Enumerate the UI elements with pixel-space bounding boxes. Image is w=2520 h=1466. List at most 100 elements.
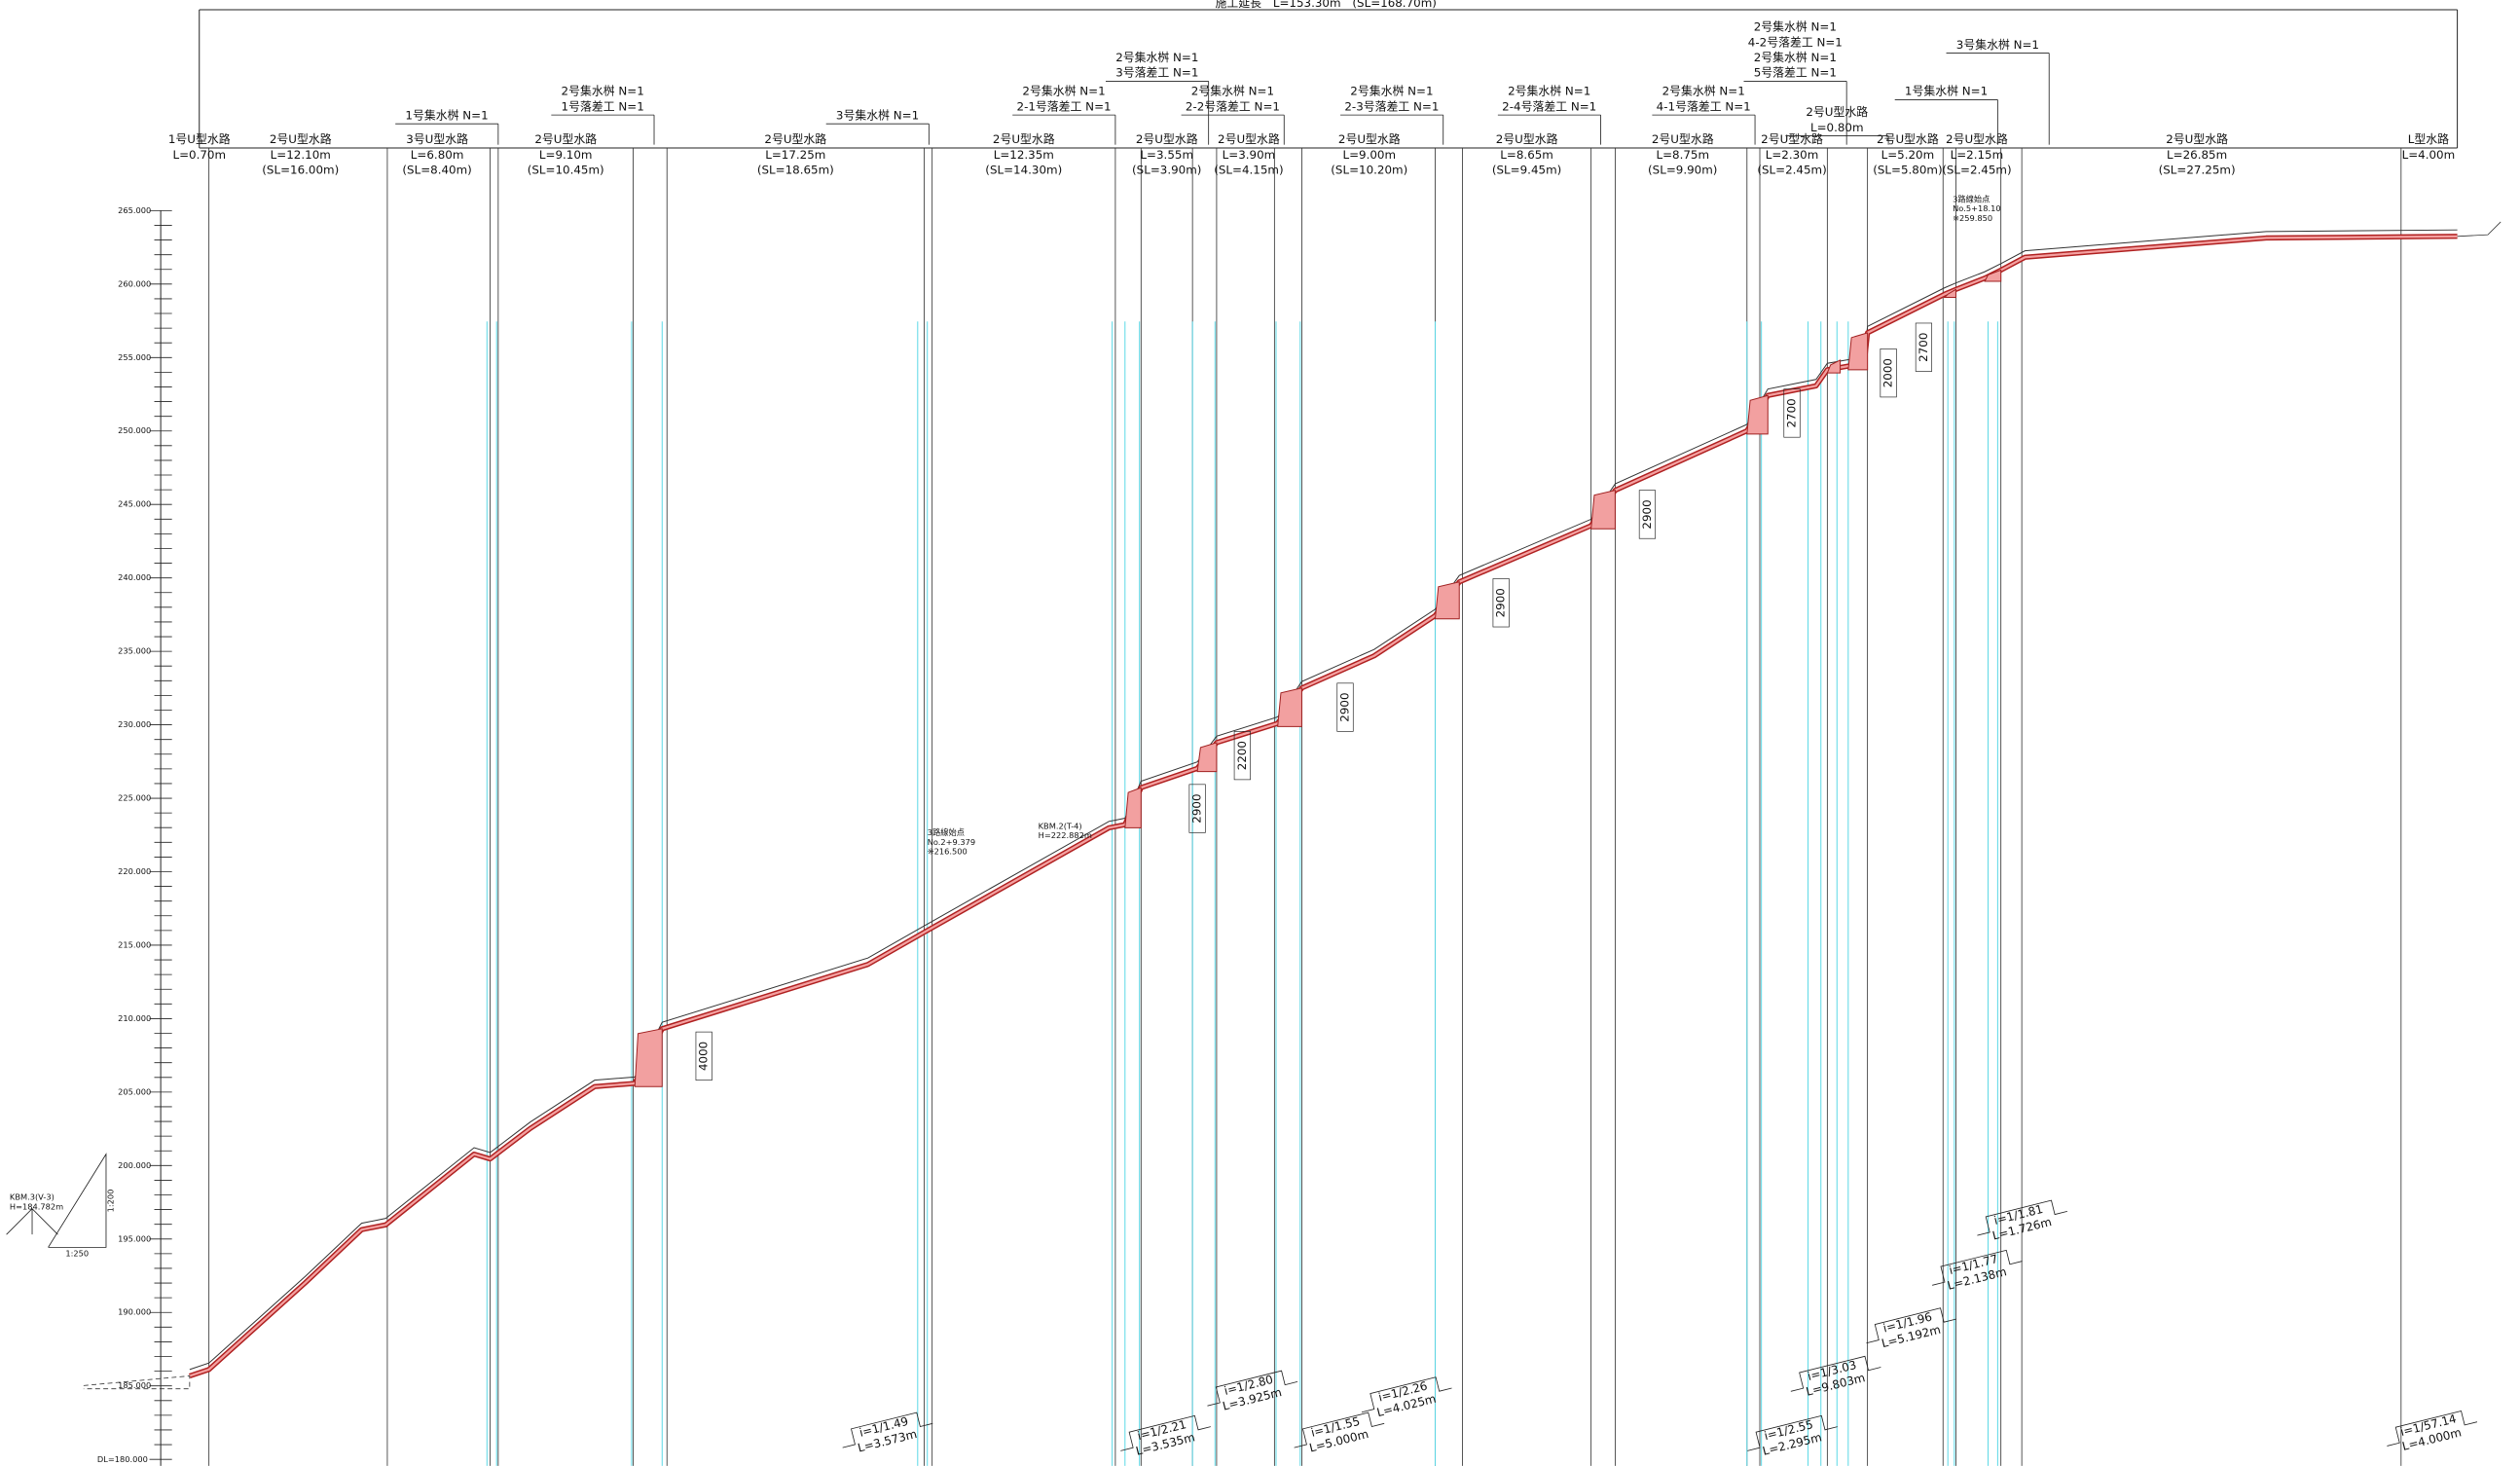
note: H=222.882m — [1039, 830, 1092, 840]
note: H=184.782m — [10, 1202, 63, 1212]
drop-structure — [1196, 742, 1218, 773]
structure-label: 2-3号落差工 N=1 — [1344, 99, 1439, 113]
note: 3路線始点 — [1953, 194, 1990, 203]
segment-label: L=12.10m — [271, 148, 331, 162]
drop-structure — [1124, 787, 1142, 828]
elevation-label: 230.000 — [118, 719, 151, 729]
structure-label: 2号U型水路 — [1806, 105, 1868, 119]
drop-height: 2900 — [1494, 588, 1508, 617]
drop-structure — [1943, 288, 1956, 299]
drop-structure — [1746, 394, 1769, 435]
dimension-box — [1915, 322, 1933, 372]
segment-label: (SL=18.65m) — [757, 164, 834, 177]
datum-label: DL=180.000 — [97, 1454, 148, 1464]
structure-label: L=0.80m — [1810, 121, 1864, 134]
structure-label: 4-1号落差工 N=1 — [1657, 99, 1751, 113]
dimension-box — [1783, 388, 1801, 438]
structure-label: 1号集水桝 N=1 — [405, 108, 488, 122]
dimension-box — [1880, 348, 1897, 398]
segment-label: 3号U型水路 — [406, 132, 468, 146]
drop-height: 2900 — [1338, 692, 1352, 721]
segment-label: (SL=14.30m) — [985, 164, 1062, 177]
gradient-line — [1747, 1414, 1838, 1451]
structure-label: 2号集水桝 N=1 — [1115, 51, 1198, 64]
gradient-line — [1790, 1355, 1881, 1392]
elevation-label: 260.000 — [118, 278, 151, 288]
drop-structure — [1277, 687, 1302, 727]
segment-label: L=3.55m — [1140, 148, 1193, 162]
note: ※259.850 — [1953, 213, 1992, 223]
structure-label: 4-2号落差工 N=1 — [1748, 35, 1843, 49]
drop-height: 2700 — [1917, 333, 1930, 362]
benchmark-symbol — [6, 1208, 58, 1235]
structure-label: 2号集水桝 N=1 — [1754, 20, 1837, 34]
segment-label: L=5.20m — [1881, 148, 1935, 162]
drop-height: 2700 — [1785, 398, 1799, 427]
elevation-label: 225.000 — [118, 793, 151, 803]
segment-label: 2号U型水路 — [1496, 132, 1558, 146]
segment-label: (SL=27.25m) — [2159, 164, 2236, 177]
segment-label: 2号U型水路 — [1877, 132, 1939, 146]
elevation-label: 190.000 — [118, 1307, 151, 1317]
segment-label: (SL=9.90m) — [1648, 164, 1717, 177]
structure-label: 2-4号落差工 N=1 — [1502, 99, 1596, 113]
elevation-label: 200.000 — [118, 1160, 151, 1170]
segment-label: (SL=4.15m) — [1214, 164, 1283, 177]
segment-label: (SL=3.90m) — [1132, 164, 1201, 177]
segment-label: (SL=9.45m) — [1492, 164, 1561, 177]
scale-triangle — [48, 1153, 107, 1248]
structure-label: 2号集水桝 N=1 — [1508, 85, 1590, 98]
dimension-box — [1492, 578, 1510, 628]
drop-height: 4000 — [697, 1042, 711, 1071]
segment-label: (SL=5.80m) — [1873, 164, 1942, 177]
segment-label: L=9.10m — [539, 148, 593, 162]
structure-label: 1号落差工 N=1 — [562, 99, 644, 113]
drop-height: 2900 — [1190, 793, 1204, 823]
gradient-line — [1120, 1414, 1211, 1451]
drop-structure — [1434, 581, 1460, 620]
spur — [2457, 221, 2502, 238]
segment-label: L=17.25m — [765, 148, 825, 162]
structure-label: 2-2号落差工 N=1 — [1186, 99, 1280, 113]
spur — [83, 1375, 191, 1390]
segment-label: 2号U型水路 — [764, 132, 826, 146]
drawing-layer: 265.000 260.000 255.000 250.000 245.000 240.0… — [10, 20, 2502, 1466]
dimension-box — [1233, 731, 1251, 781]
segment-label: 2号U型水路 — [1218, 132, 1280, 146]
note: ※216.500 — [928, 847, 968, 857]
segment-label: 1号U型水路 — [168, 132, 231, 146]
drop-structure — [1590, 490, 1616, 530]
structure-label: 2号集水桝 N=1 — [1350, 85, 1433, 98]
dimension-box — [1638, 490, 1657, 539]
elevation-label: 250.000 — [118, 425, 151, 435]
segment-label: L=9.00m — [1342, 148, 1396, 162]
segment-label: 2号U型水路 — [1946, 132, 2008, 146]
drop-structure — [1984, 269, 2002, 282]
scale-horizontal: 1:250 — [65, 1248, 89, 1258]
segment-label: 2号U型水路 — [1761, 132, 1823, 146]
structure-label: 2号集水桝 N=1 — [1022, 85, 1105, 98]
segment-label: 2号U型水路 — [993, 132, 1055, 146]
note: No.5+18.10 — [1953, 203, 2000, 213]
note: 3路線始点 — [928, 827, 965, 837]
structure-label: 2-1号落差工 N=1 — [1017, 99, 1112, 113]
segment-label: 2号U型水路 — [1652, 132, 1714, 146]
elevation-label: 265.000 — [118, 205, 151, 215]
total-length: 施工延長 L=153.30m (SL=168.70m) — [1215, 0, 1436, 10]
gradient-line — [1932, 1249, 2023, 1286]
elevation-label: 240.000 — [118, 572, 151, 582]
segment-label: 2号U型水路 — [2166, 132, 2228, 146]
structure-label: 2号集水桝 N=1 — [1191, 85, 1274, 98]
segment-label: (SL=2.45m) — [1942, 164, 2011, 177]
elevation-label: 185.000 — [118, 1380, 151, 1390]
drop-structure — [1826, 359, 1842, 374]
segment-label: L=26.85m — [2167, 148, 2227, 162]
structure-label: 2号集水桝 N=1 — [562, 85, 644, 98]
segment-label: L=4.00m — [2402, 148, 2456, 162]
segment-label: (SL=10.20m) — [1331, 164, 1407, 177]
structure-label: 3号集水桝 N=1 — [1956, 38, 2039, 52]
segment-label: L=6.80m — [411, 148, 464, 162]
segment-label: L=8.65m — [1500, 148, 1553, 162]
segment-label: 2号U型水路 — [1136, 132, 1198, 146]
